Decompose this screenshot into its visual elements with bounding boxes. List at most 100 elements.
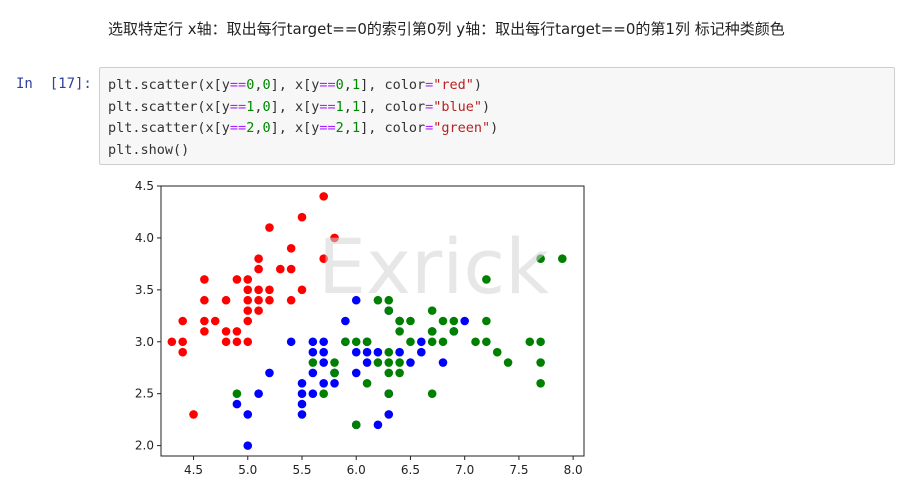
- scatter-point: [427, 327, 437, 336]
- scatter-point: [200, 316, 209, 326]
- scatter-point: [319, 379, 328, 388]
- code-line[interactable]: plt.show(): [108, 141, 190, 158]
- scatter-point: [232, 275, 242, 284]
- watermark-text: Exrick: [318, 222, 549, 311]
- scatter-point: [243, 337, 253, 347]
- scatter-point: [438, 358, 448, 367]
- scatter-point: [243, 285, 253, 295]
- x-tick-label: 5.5: [292, 463, 311, 477]
- scatter-point: [395, 358, 404, 367]
- scatter-point: [319, 389, 328, 398]
- scatter-point: [406, 316, 415, 326]
- x-tick-label: 6.0: [347, 463, 366, 477]
- scatter-point: [232, 399, 242, 409]
- scatter-point: [308, 358, 318, 367]
- scatter-point: [265, 368, 274, 378]
- x-tick-label: 7.5: [509, 463, 528, 477]
- scatter-point: [384, 389, 394, 398]
- scatter-point: [449, 327, 459, 336]
- scatter-point: [384, 368, 394, 378]
- x-tick-label: 5.0: [238, 463, 257, 477]
- scatter-point: [297, 285, 307, 295]
- scatter-point: [308, 389, 318, 398]
- scatter-point: [254, 295, 263, 305]
- scatter-point: [438, 316, 448, 326]
- scatter-point: [243, 295, 253, 305]
- scatter-point: [319, 254, 328, 263]
- code-cell-editor[interactable]: plt.scatter(x[y==0,0], x[y==0,1], color=…: [99, 67, 895, 165]
- scatter-point: [384, 347, 394, 357]
- x-tick-label: 4.5: [184, 463, 203, 477]
- scatter-point: [525, 337, 535, 347]
- scatter-point: [286, 337, 296, 347]
- scatter-point: [362, 347, 372, 357]
- scatter-point: [178, 337, 187, 347]
- scatter-point: [503, 358, 513, 367]
- scatter-point: [351, 295, 361, 305]
- scatter-point: [536, 379, 545, 388]
- scatter-point: [221, 337, 231, 347]
- cell-prompt: In [17]:: [16, 76, 92, 92]
- y-tick-label: 2.0: [135, 439, 154, 453]
- scatter-point: [417, 347, 426, 357]
- scatter-point: [265, 285, 274, 295]
- scatter-point: [330, 368, 339, 378]
- scatter-point: [558, 254, 567, 263]
- scatter-point: [243, 410, 253, 419]
- scatter-point: [297, 399, 307, 409]
- scatter-point: [471, 337, 480, 347]
- plot-frame: [160, 185, 585, 457]
- y-tick-label: 4.0: [135, 231, 154, 245]
- scatter-point: [254, 285, 263, 295]
- code-line[interactable]: plt.scatter(x[y==1,0], x[y==1,1], color=…: [108, 98, 491, 115]
- y-tick-label: 3.5: [135, 283, 154, 297]
- scatter-point: [319, 358, 328, 367]
- scatter-point: [406, 358, 415, 367]
- scatter-point: [167, 337, 177, 347]
- scatter-point: [536, 254, 545, 263]
- y-tick-label: 3.0: [135, 335, 154, 349]
- scatter-point: [362, 379, 372, 388]
- scatter-point: [330, 358, 339, 367]
- scatter-point: [482, 275, 491, 284]
- x-tick-label: 6.5: [401, 463, 420, 477]
- scatter-point: [319, 192, 328, 201]
- scatter-point: [254, 254, 263, 263]
- scatter-point: [351, 337, 361, 347]
- scatter-point: [395, 347, 404, 357]
- scatter-point: [351, 347, 361, 357]
- scatter-point: [536, 358, 545, 367]
- scatter-point: [384, 410, 394, 419]
- scatter-point: [330, 233, 339, 243]
- scatter-point: [276, 264, 285, 274]
- x-tick-label: 8.0: [564, 463, 583, 477]
- scatter-point: [384, 306, 394, 315]
- scatter-point: [221, 327, 231, 336]
- code-line[interactable]: plt.scatter(x[y==2,0], x[y==2,1], color=…: [108, 120, 499, 136]
- scatter-point: [297, 379, 307, 388]
- scatter-point: [319, 337, 328, 347]
- scatter-point: [384, 358, 394, 367]
- scatter-point: [308, 368, 318, 378]
- scatter-point: [351, 420, 361, 430]
- scatter-point: [395, 316, 404, 326]
- scatter-point: [417, 337, 426, 347]
- scatter-point: [373, 295, 383, 305]
- scatter-point: [330, 379, 339, 388]
- scatter-point: [341, 337, 350, 347]
- scatter-point: [178, 347, 187, 357]
- scatter-point: [482, 316, 491, 326]
- scatter-point: [395, 368, 404, 378]
- scatter-point: [243, 441, 253, 450]
- scatter-point: [536, 337, 545, 347]
- code-line[interactable]: plt.scatter(x[y==0,0], x[y==0,1], color=…: [108, 77, 483, 93]
- scatter-point: [373, 420, 383, 430]
- scatter-point: [200, 295, 209, 305]
- scatter-plot-output: 4.5 5.0 5.5 6.0 6.5 7.0 7.5 8.0 2.0 2.5 3.0 3.5 4.0 4…: [135, 179, 585, 477]
- scatter-points: [167, 192, 567, 450]
- scatter-point: [200, 275, 209, 284]
- y-tick-label: 2.5: [135, 387, 154, 401]
- x-tick-label: 7.0: [455, 463, 474, 477]
- scatter-point: [460, 316, 469, 326]
- scatter-point: [427, 389, 437, 398]
